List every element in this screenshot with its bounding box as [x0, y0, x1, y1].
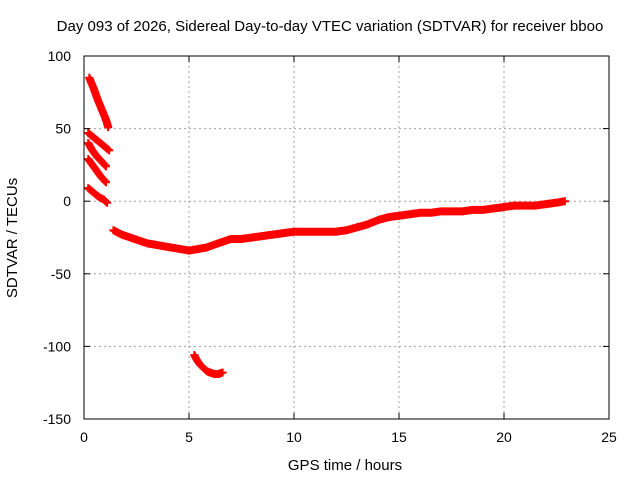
y-tick-label: -100: [43, 338, 71, 354]
grid-lines: [84, 56, 609, 419]
data-segment: [84, 129, 114, 155]
data-segment: [190, 351, 227, 378]
data-markers: [84, 73, 569, 378]
y-axis-label: SDTVAR / TECUs: [4, 178, 21, 298]
data-segment: [109, 197, 569, 255]
y-tick-label: -150: [43, 411, 71, 427]
data-segment: [84, 184, 112, 207]
axis-ticks: 0 5 10 15 20 25 -150 -100 -50 0 50 100: [43, 48, 617, 445]
x-tick-label: 0: [80, 429, 88, 445]
y-tick-label: -50: [51, 266, 71, 282]
chart-title: Day 093 of 2026, Sidereal Day-to-day VTE…: [57, 18, 604, 35]
x-tick-label: 25: [601, 429, 617, 445]
x-tick-label: 20: [496, 429, 512, 445]
x-tick-label: 5: [185, 429, 193, 445]
y-tick-label: 0: [63, 193, 71, 209]
data-segment: [84, 139, 110, 171]
x-tick-label: 15: [391, 429, 407, 445]
plot-frame: [83, 55, 610, 420]
y-tick-label: 100: [48, 48, 72, 64]
y-tick-label: 50: [55, 121, 71, 137]
data-segment: [85, 73, 113, 132]
x-tick-label: 10: [286, 429, 302, 445]
data-segment: [84, 155, 110, 187]
x-axis-label: GPS time / hours: [288, 457, 402, 474]
